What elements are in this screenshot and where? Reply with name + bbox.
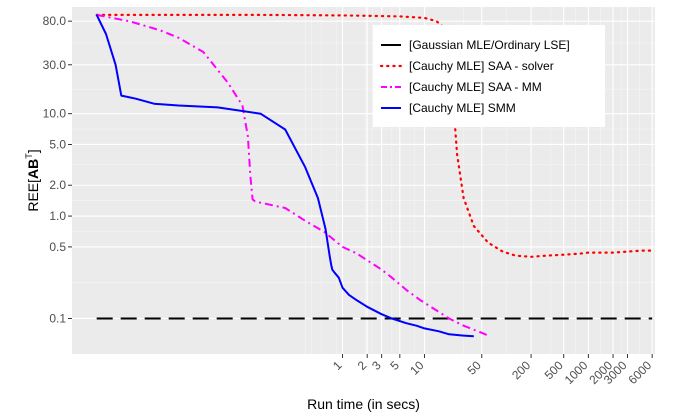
legend-items: [Gaussian MLE/Ordinary LSE] [Cauchy MLE] … [379,38,570,115]
legend-label-3: [Cauchy MLE] SAA - MM [409,80,542,94]
x-tick-label: 10 [407,358,427,378]
major-gridlines [72,7,655,354]
x-tick-label: 1 [330,358,345,373]
x-tick-label: 200 [509,358,533,382]
x-tick-label: 6000 [625,358,654,387]
series-line-2 [95,13,654,258]
y-axis-ticks: 80.0 30.0 10.0 5.0 2.0 1.0 0.5 0.1 [43,14,72,325]
legend-label-1: [Gaussian MLE/Ordinary LSE] [409,38,570,52]
x-tick-label: 50 [465,358,485,378]
y-tick-label: 10.0 [43,107,67,121]
y-tick-label: 2.0 [49,178,66,192]
y-tick-label: 0.5 [49,240,66,254]
y-tick-label: 80.0 [43,14,67,28]
y-tick-label: 30.0 [43,58,67,72]
y-axis-title-superscript: T [24,153,34,159]
legend-background [373,25,605,127]
y-tick-label: 0.1 [49,311,66,325]
legend-label-2: [Cauchy MLE] SAA - solver [409,59,554,73]
y-tick-label: 5.0 [49,137,66,151]
y-tick-label: 1.0 [49,209,66,223]
legend-label-4: [Cauchy MLE] SMM [409,101,516,115]
x-axis-title: Run time (in secs) [307,396,420,412]
y-axis-title-bold: AB [25,159,41,179]
x-tick-label: 1000 [562,358,591,387]
legend: [Gaussian MLE/Ordinary LSE] [Cauchy MLE] … [373,25,605,127]
y-axis-title: REE[ABT] [24,149,41,211]
series-line-4 [95,14,474,338]
y-axis-title-prefix: REE[ [25,179,41,212]
x-tick-label: 3 [369,358,384,373]
x-tick-label: 2 [355,358,370,373]
x-tick-label: 5 [387,358,402,373]
series-line-3 [96,13,489,337]
series-layer [95,13,654,338]
y-axis-title-suffix: ] [25,149,41,153]
